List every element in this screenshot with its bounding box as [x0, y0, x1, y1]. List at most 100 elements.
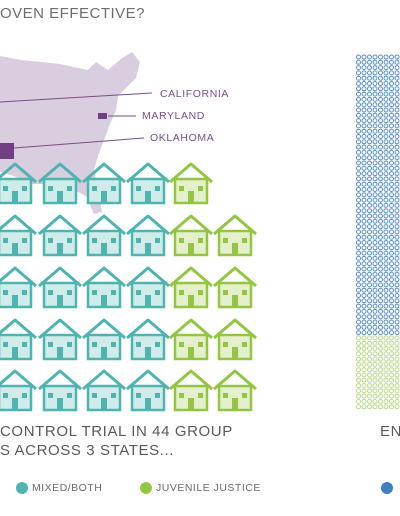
house-window	[92, 342, 97, 347]
person-icon	[367, 356, 372, 362]
person-icon	[367, 139, 372, 145]
person-icon	[367, 202, 372, 208]
house-door	[145, 347, 151, 359]
person-icon	[378, 324, 383, 330]
person-icon	[361, 250, 367, 256]
person-icon	[361, 277, 367, 283]
person-icon	[389, 218, 394, 224]
person-icon	[356, 176, 361, 182]
house-window	[155, 238, 160, 243]
person-icon	[367, 293, 372, 298]
person-icon	[383, 393, 389, 399]
person-icon	[389, 303, 394, 309]
person-icon	[367, 59, 372, 65]
person-icon	[361, 171, 367, 177]
person-icon	[383, 160, 389, 166]
person-icon	[389, 165, 394, 171]
person-icon	[383, 335, 389, 341]
person-icon	[383, 102, 389, 108]
person-icon	[383, 218, 389, 224]
person-icon	[356, 287, 361, 293]
person-icon	[367, 335, 372, 341]
person-icon	[367, 70, 372, 76]
person-icon	[372, 277, 378, 283]
california-leader	[0, 92, 153, 103]
house-roof	[82, 318, 126, 340]
person-icon	[378, 367, 383, 373]
person-icon	[389, 261, 394, 267]
house-roof	[0, 214, 37, 236]
person-icon	[367, 208, 372, 214]
person-icon	[389, 96, 394, 102]
person-icon	[361, 234, 367, 240]
house-window	[92, 290, 97, 295]
person-icon	[378, 346, 383, 351]
icon-grid	[356, 54, 400, 410]
house-window	[179, 238, 184, 243]
person-icon	[383, 208, 389, 214]
person-icon	[383, 118, 389, 124]
house-window	[67, 342, 72, 347]
person-icon	[361, 160, 367, 166]
house-door	[12, 347, 18, 359]
person-icon	[378, 250, 383, 256]
person-icon	[389, 112, 394, 118]
house-icon	[82, 369, 126, 412]
state-label: OKLAHOMA	[150, 132, 214, 144]
person-icon	[356, 86, 361, 92]
person-icon	[394, 361, 400, 367]
person-icon	[372, 213, 378, 219]
person-icon	[372, 308, 378, 314]
person-icon	[367, 377, 372, 383]
house-window	[198, 238, 203, 243]
house-door	[101, 243, 107, 255]
house-window	[242, 393, 247, 398]
person-icon	[356, 59, 361, 65]
house-icon	[38, 318, 82, 361]
person-icon	[367, 261, 372, 267]
person-icon	[394, 261, 400, 267]
person-icon	[356, 65, 361, 71]
person-icon	[356, 139, 361, 145]
person-icon	[372, 208, 378, 214]
person-icon	[394, 197, 400, 203]
house-roof	[126, 369, 170, 391]
house-window	[111, 186, 116, 191]
house-roof	[126, 266, 170, 288]
house-icon	[0, 318, 37, 361]
person-icon	[367, 271, 372, 277]
person-icon	[361, 245, 367, 251]
house-roof	[169, 214, 213, 236]
person-icon	[367, 128, 372, 134]
person-icon	[367, 245, 372, 251]
person-icon	[389, 383, 394, 389]
person-icon	[389, 340, 394, 346]
person-icon	[361, 70, 367, 76]
person-icon	[372, 91, 378, 97]
person-icon	[361, 144, 367, 150]
person-icon	[367, 144, 372, 150]
person-icon	[372, 271, 378, 277]
person-icon	[367, 218, 372, 224]
house-icon	[0, 214, 37, 257]
person-icon	[367, 383, 372, 389]
person-icon	[361, 287, 367, 293]
house-grid	[0, 162, 257, 412]
house-window	[136, 238, 141, 243]
house-window	[92, 238, 97, 243]
person-icon	[372, 107, 378, 113]
person-icon	[383, 271, 389, 277]
person-icon	[372, 404, 378, 410]
house-window	[242, 290, 247, 295]
person-icon	[389, 293, 394, 298]
house-roof	[169, 266, 213, 288]
person-icon	[356, 234, 361, 240]
house-icon	[126, 369, 170, 412]
person-icon	[361, 377, 367, 383]
person-icon	[356, 144, 361, 150]
person-icon	[356, 335, 361, 341]
person-icon	[372, 75, 378, 81]
oklahoma-shape	[0, 143, 14, 159]
person-icon	[378, 160, 383, 166]
person-icon	[356, 102, 361, 108]
